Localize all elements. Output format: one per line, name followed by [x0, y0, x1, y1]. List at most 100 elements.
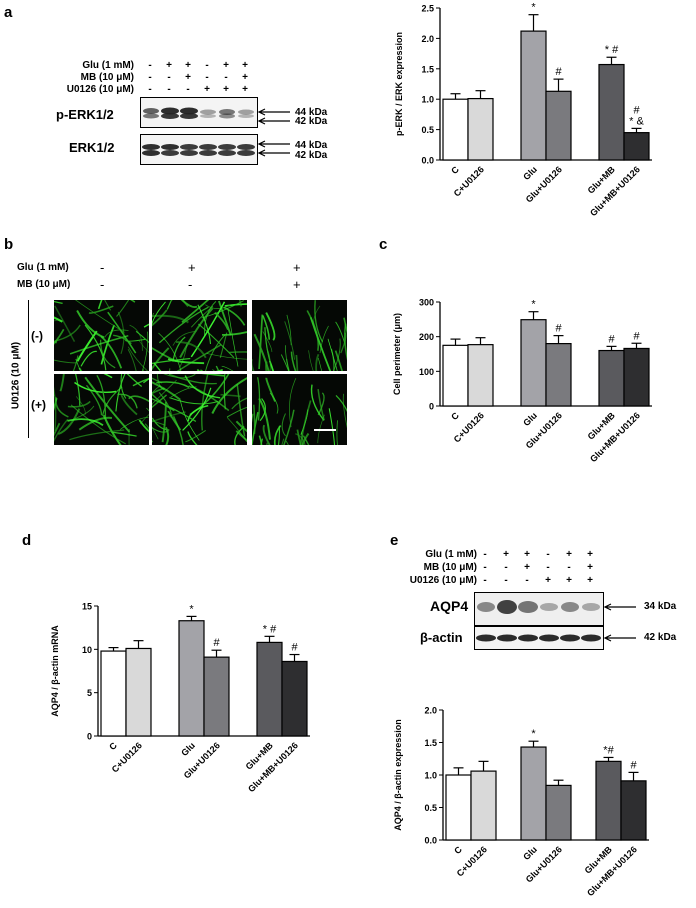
significance-marker: * — [531, 728, 536, 740]
treatment-sign: + — [566, 575, 572, 586]
kda-label: 42 kDa — [295, 116, 328, 127]
blot-a-treatments: Glu (1 mM) MB (10 μM) U0126 (10 μM) - + + -… — [0, 0, 360, 100]
y-tick-label: 5 — [87, 688, 92, 698]
treatment-name: U0126 (10 μM) — [409, 575, 477, 586]
treatment-sign: + — [204, 84, 210, 95]
panel-label-e: e — [390, 532, 399, 549]
bar — [281, 660, 308, 737]
significance-marker: # — [608, 333, 615, 345]
y-axis-label: Cell perimeter (μm) — [392, 313, 402, 395]
significance-marker: * — [531, 2, 536, 14]
bar — [467, 97, 494, 161]
blot-label-aqp4: AQP4 — [430, 598, 469, 614]
treatment-sign: - — [148, 84, 152, 95]
treatment-sign: + — [242, 72, 248, 83]
blot-e-arrows — [603, 603, 636, 642]
micrograph-tile — [252, 300, 347, 371]
treatment-sign: - — [546, 549, 550, 560]
y-tick-label: 0.5 — [424, 803, 437, 813]
treatment-sign: + — [166, 60, 172, 71]
treatment-sign: + — [566, 549, 572, 560]
micrograph-tile — [152, 374, 247, 445]
micrograph-tile — [152, 300, 247, 371]
treatment-sign: - — [483, 549, 487, 560]
significance-marker: * — [531, 299, 536, 311]
panel-label-b: b — [4, 236, 14, 253]
blot-label-erk: ERK1/2 — [69, 140, 115, 155]
treatment-sign: + — [223, 84, 229, 95]
significance-marker: # — [291, 642, 298, 654]
y-tick-label: 0.0 — [424, 836, 437, 846]
treatment-sign: + — [185, 72, 191, 83]
y-tick-label: 0.5 — [421, 125, 434, 135]
y-tick-label: 1.0 — [424, 771, 437, 781]
blot-band-aqp4 — [474, 592, 604, 626]
treatment-sign: - — [205, 60, 209, 71]
panel-label-a: a — [4, 4, 13, 21]
treatment-sign: - — [100, 260, 105, 275]
significance-marker: # — [633, 330, 640, 342]
category-label: Glu — [179, 740, 197, 758]
micrograph-tile — [54, 300, 149, 371]
treatment-sign: + — [242, 60, 248, 71]
treatment-sign: + — [524, 562, 530, 573]
bar — [125, 647, 152, 737]
treatment-sign: - — [567, 562, 571, 573]
y-tick-label: 0.0 — [421, 156, 434, 166]
bar — [100, 650, 127, 737]
treatment-name: MB (10 μM) — [17, 279, 71, 290]
significance-marker: # — [555, 66, 562, 78]
treatment-sign: - — [167, 72, 171, 83]
y-tick-label: 1.0 — [421, 95, 434, 105]
chart-e: 0.0 0.5 1.0 1.5 2.0 AQP4 / β-actin expression… — [393, 706, 649, 898]
treatment-sign: + — [188, 260, 196, 275]
bar — [545, 342, 572, 407]
kda-label: 42 kDa — [295, 150, 328, 161]
y-tick-label: 0 — [87, 732, 92, 742]
treatment-sign: - — [188, 277, 193, 292]
category-label: Glu — [521, 844, 539, 862]
y-axis-label: p-ERK / ERK expression — [394, 32, 404, 136]
treatment-sign: + — [242, 84, 248, 95]
treatment-sign: - — [525, 575, 529, 586]
treatment-sign: + — [185, 60, 191, 71]
y-tick-label: 2.0 — [424, 706, 437, 716]
significance-marker: # — [630, 759, 637, 771]
kda-label: 34 kDa — [644, 601, 677, 612]
significance-marker: *# — [603, 744, 614, 756]
significance-marker: # — [633, 104, 640, 116]
micrograph-tile — [54, 374, 149, 445]
bar — [520, 746, 547, 841]
significance-marker: * — [189, 603, 194, 615]
blot-label-beta-actin: β-actin — [420, 630, 463, 645]
blot-e-treatments: Glu (1 mM) MB (10 μM) U0126 (10 μM) - + + -… — [409, 549, 593, 586]
treatment-name: U0126 (10 μM) — [66, 84, 134, 95]
treatment-sign: - — [205, 72, 209, 83]
treatment-sign: - — [167, 84, 171, 95]
treatment-sign: - — [546, 562, 550, 573]
bar — [178, 620, 205, 737]
chart-a: 0.0 0.5 1.0 1.5 2.0 2.5 p-ERK / ERK expression… — [394, 2, 652, 218]
category-label: C — [452, 844, 464, 856]
significance-marker: * # — [263, 623, 277, 635]
significance-marker: # — [555, 323, 562, 335]
bar — [470, 770, 497, 841]
treatment-name: MB (10 μM) — [80, 72, 134, 83]
significance-marker: * & — [629, 115, 644, 127]
treatment-sign: - — [148, 72, 152, 83]
panel-label-c: c — [379, 236, 388, 253]
y-tick-label: 100 — [419, 367, 434, 377]
bar — [598, 349, 625, 407]
y-tick-label: 0 — [429, 402, 434, 412]
bar — [545, 90, 572, 161]
significance-marker: * # — [605, 44, 619, 56]
treatment-sign: - — [100, 277, 105, 292]
kda-label: 44 kDa — [295, 107, 328, 118]
treatment-sign: + — [587, 562, 593, 573]
side-divider — [28, 300, 29, 438]
treatment-sign: + — [545, 575, 551, 586]
y-tick-label: 200 — [419, 332, 434, 342]
treatment-sign: + — [587, 575, 593, 586]
y-tick-label: 2.5 — [421, 4, 434, 14]
blot-band-p-erk — [140, 97, 258, 128]
